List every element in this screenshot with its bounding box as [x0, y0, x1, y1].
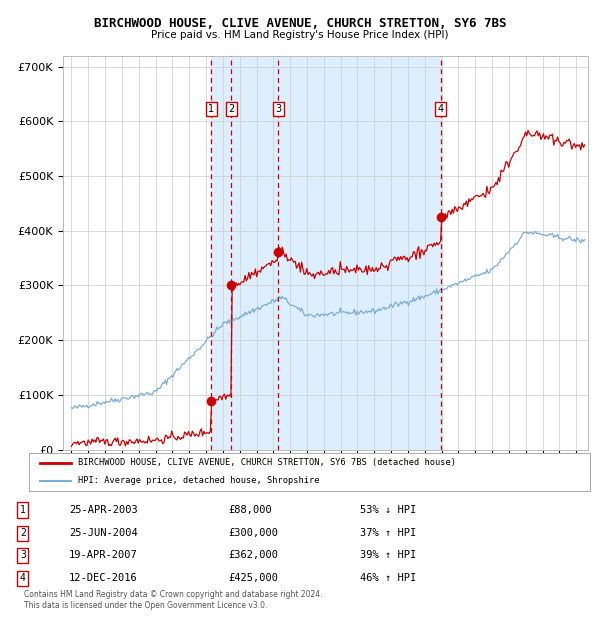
Text: 2: 2: [20, 528, 26, 538]
Point: [226, 280, 236, 290]
Point: [274, 247, 283, 257]
Text: 4: 4: [438, 104, 444, 114]
Bar: [278, 56, 441, 450]
Text: 37% ↑ HPI: 37% ↑ HPI: [360, 528, 416, 538]
Text: 12-DEC-2016: 12-DEC-2016: [69, 574, 138, 583]
Text: Contains HM Land Registry data © Crown copyright and database right 2024.
This d: Contains HM Land Registry data © Crown c…: [24, 590, 323, 609]
Text: 53% ↓ HPI: 53% ↓ HPI: [360, 505, 416, 515]
Text: BIRCHWOOD HOUSE, CLIVE AVENUE, CHURCH STRETTON, SY6 7BS: BIRCHWOOD HOUSE, CLIVE AVENUE, CHURCH ST…: [94, 17, 506, 30]
Text: 1: 1: [20, 505, 26, 515]
Text: Price paid vs. HM Land Registry's House Price Index (HPI): Price paid vs. HM Land Registry's House …: [151, 30, 449, 40]
Text: 2: 2: [228, 104, 234, 114]
Text: £88,000: £88,000: [228, 505, 272, 515]
Text: £300,000: £300,000: [228, 528, 278, 538]
Text: 1: 1: [208, 104, 214, 114]
Text: 19-APR-2007: 19-APR-2007: [69, 551, 138, 560]
Point: [206, 396, 216, 406]
Text: 4: 4: [20, 574, 26, 583]
Text: HPI: Average price, detached house, Shropshire: HPI: Average price, detached house, Shro…: [78, 476, 320, 485]
Text: 25-APR-2003: 25-APR-2003: [69, 505, 138, 515]
Text: £425,000: £425,000: [228, 574, 278, 583]
Text: 25-JUN-2004: 25-JUN-2004: [69, 528, 138, 538]
Bar: [211, 56, 231, 450]
Point: [436, 212, 446, 222]
Bar: [231, 56, 278, 450]
Text: 39% ↑ HPI: 39% ↑ HPI: [360, 551, 416, 560]
Text: BIRCHWOOD HOUSE, CLIVE AVENUE, CHURCH STRETTON, SY6 7BS (detached house): BIRCHWOOD HOUSE, CLIVE AVENUE, CHURCH ST…: [78, 458, 456, 467]
Text: 3: 3: [275, 104, 281, 114]
Text: 3: 3: [20, 551, 26, 560]
Text: £362,000: £362,000: [228, 551, 278, 560]
Text: 46% ↑ HPI: 46% ↑ HPI: [360, 574, 416, 583]
